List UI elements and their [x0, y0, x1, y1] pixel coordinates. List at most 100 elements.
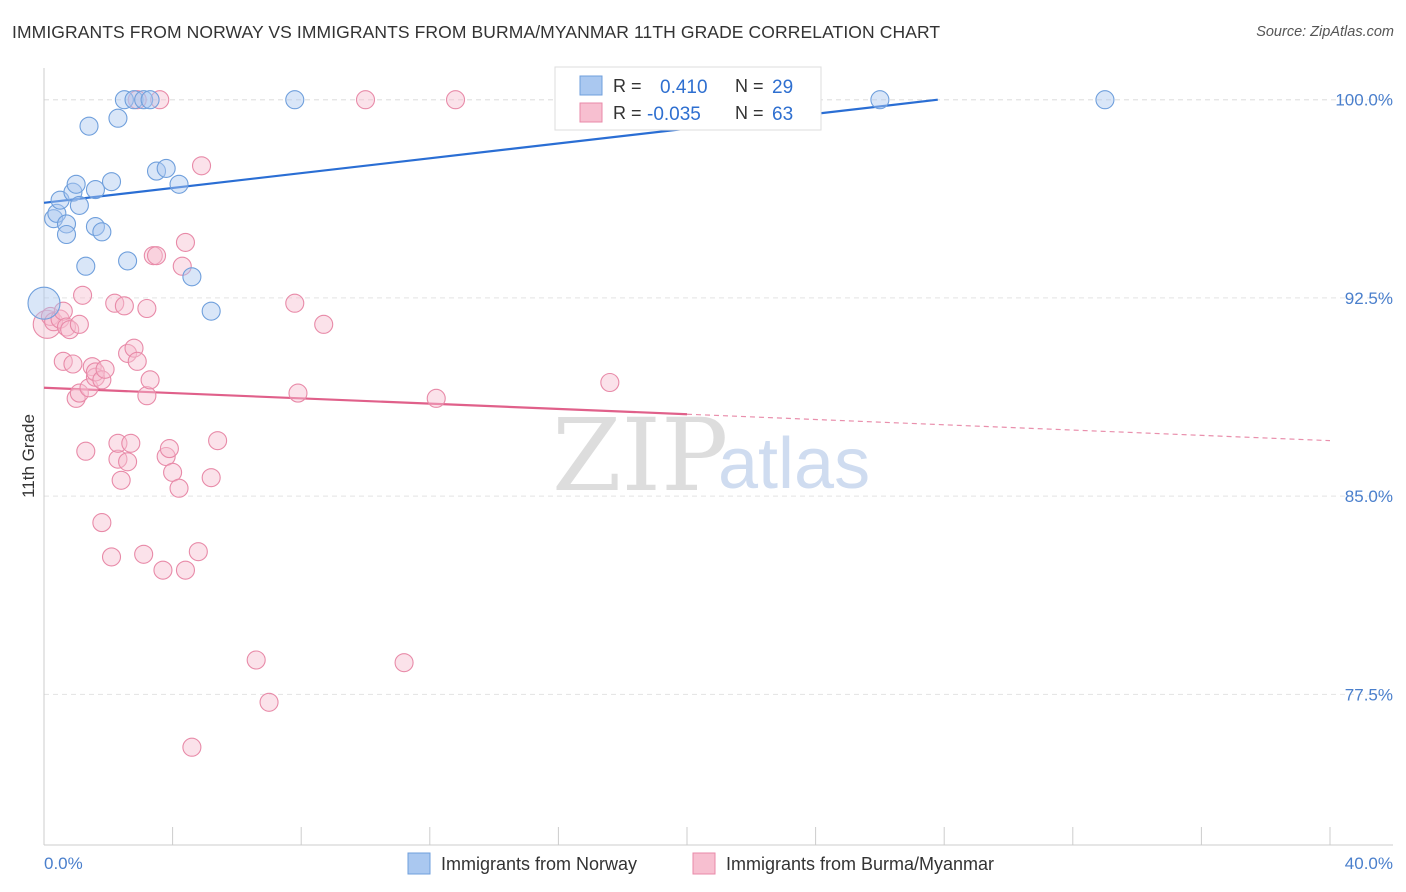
chart-title: IMMIGRANTS FROM NORWAY VS IMMIGRANTS FRO…	[12, 22, 941, 42]
burma-point	[111, 470, 131, 490]
norway-point	[285, 90, 305, 110]
norway-point	[101, 172, 122, 192]
burma-point	[121, 433, 141, 453]
x-tick-label-max: 40.0%	[1345, 854, 1393, 873]
series-norway-points	[27, 90, 1115, 321]
stats-burma-n-label: N =	[735, 103, 764, 123]
watermark: ZIP atlas	[552, 397, 870, 514]
series-burma-points	[32, 90, 620, 757]
burma-point	[63, 354, 83, 374]
burma-point	[95, 359, 115, 379]
norway-point	[79, 116, 99, 136]
burma-point	[600, 372, 620, 393]
norway-point	[182, 267, 202, 287]
norway-point	[92, 222, 112, 242]
burma-point	[288, 383, 308, 403]
norway-point	[169, 174, 189, 194]
stats-norway-n-value: 29	[772, 77, 793, 98]
y-tick-label-100: 100.0%	[1335, 91, 1393, 110]
norway-point	[27, 286, 61, 320]
norway-point	[85, 180, 105, 200]
burma-point	[150, 90, 170, 110]
y-tick-label-85: 85.0%	[1345, 487, 1393, 506]
y-axis-label: 11th Grade	[19, 414, 38, 498]
watermark-atlas: atlas	[718, 424, 870, 504]
burma-point	[118, 343, 138, 363]
norway-point	[114, 90, 134, 110]
burma-point	[201, 468, 221, 488]
burma-point	[191, 156, 212, 176]
burma-point	[169, 478, 189, 498]
stats-swatch-norway	[579, 75, 603, 96]
stats-burma-n-value: 63	[772, 104, 793, 125]
burma-point	[69, 383, 89, 403]
burma-point	[314, 314, 334, 334]
norway-point	[44, 209, 64, 229]
burma-point	[159, 439, 179, 459]
legend-label-norway: Immigrants from Norway	[441, 854, 637, 874]
burma-point	[53, 301, 73, 321]
norway-point	[870, 90, 890, 110]
burma-point	[73, 285, 93, 305]
burma-point	[153, 560, 173, 580]
x-axis-ticks	[172, 827, 1331, 845]
norway-point	[118, 251, 138, 271]
stats-swatch-burma	[579, 102, 603, 123]
burma-point	[134, 544, 154, 564]
burma-point	[137, 298, 157, 319]
source-label: Source: ZipAtlas.com	[1256, 24, 1394, 40]
burma-point	[69, 314, 89, 334]
burma-point	[426, 388, 446, 408]
legend-swatch-norway	[407, 852, 431, 875]
burma-point	[285, 293, 305, 313]
norway-point	[140, 90, 160, 110]
burma-point	[140, 370, 160, 390]
burma-point	[60, 320, 80, 340]
burma-point	[137, 386, 157, 406]
norway-point	[108, 108, 128, 128]
stats-box: R = 0.410 N = 29 R = -0.035 N = 63	[554, 66, 822, 131]
stats-norway-n-label: N =	[735, 76, 764, 96]
burma-point	[175, 560, 196, 580]
axes	[43, 68, 1393, 846]
norway-point	[56, 224, 77, 245]
norway-point	[124, 90, 144, 110]
burma-point	[394, 653, 414, 673]
burma-point	[175, 232, 196, 252]
burma-point	[127, 351, 147, 371]
norway-point	[134, 90, 154, 110]
legend-swatch-burma	[692, 852, 716, 875]
stats-norway-r-value: 0.410	[660, 77, 708, 98]
burma-point	[172, 256, 192, 276]
norway-point	[69, 195, 89, 215]
legend-label-burma: Immigrants from Burma/Myanmar	[726, 854, 994, 874]
norway-point	[56, 214, 77, 234]
burma-point	[146, 246, 167, 266]
burma-point	[92, 513, 112, 533]
legend: Immigrants from Norway Immigrants from B…	[407, 852, 994, 875]
stats-burma-r-label: R =	[613, 103, 642, 123]
burma-point	[92, 370, 112, 390]
burma-point	[163, 462, 183, 482]
norway-point	[1095, 90, 1115, 110]
burma-point	[118, 452, 138, 472]
burma-point	[101, 547, 122, 567]
trend-line-burma	[43, 386, 688, 416]
burma-point	[246, 650, 266, 670]
burma-point	[114, 296, 134, 316]
trend-lines	[43, 98, 1331, 442]
y-tick-label-77.5: 77.5%	[1345, 685, 1393, 704]
watermark-zip: ZIP	[552, 397, 728, 514]
stats-norway-r-label: R =	[613, 76, 642, 96]
stats-burma-r-value: -0.035	[647, 104, 701, 125]
burma-point	[259, 692, 279, 712]
norway-point	[85, 217, 105, 237]
burma-point	[182, 737, 202, 757]
y-axis-tick-labels: 77.5% 85.0% 92.5% 100.0%	[1335, 91, 1393, 705]
burma-point	[445, 90, 466, 110]
burma-point	[66, 388, 86, 408]
burma-point	[76, 441, 96, 461]
norway-point	[156, 158, 176, 178]
y-tick-label-92.5: 92.5%	[1345, 289, 1393, 308]
